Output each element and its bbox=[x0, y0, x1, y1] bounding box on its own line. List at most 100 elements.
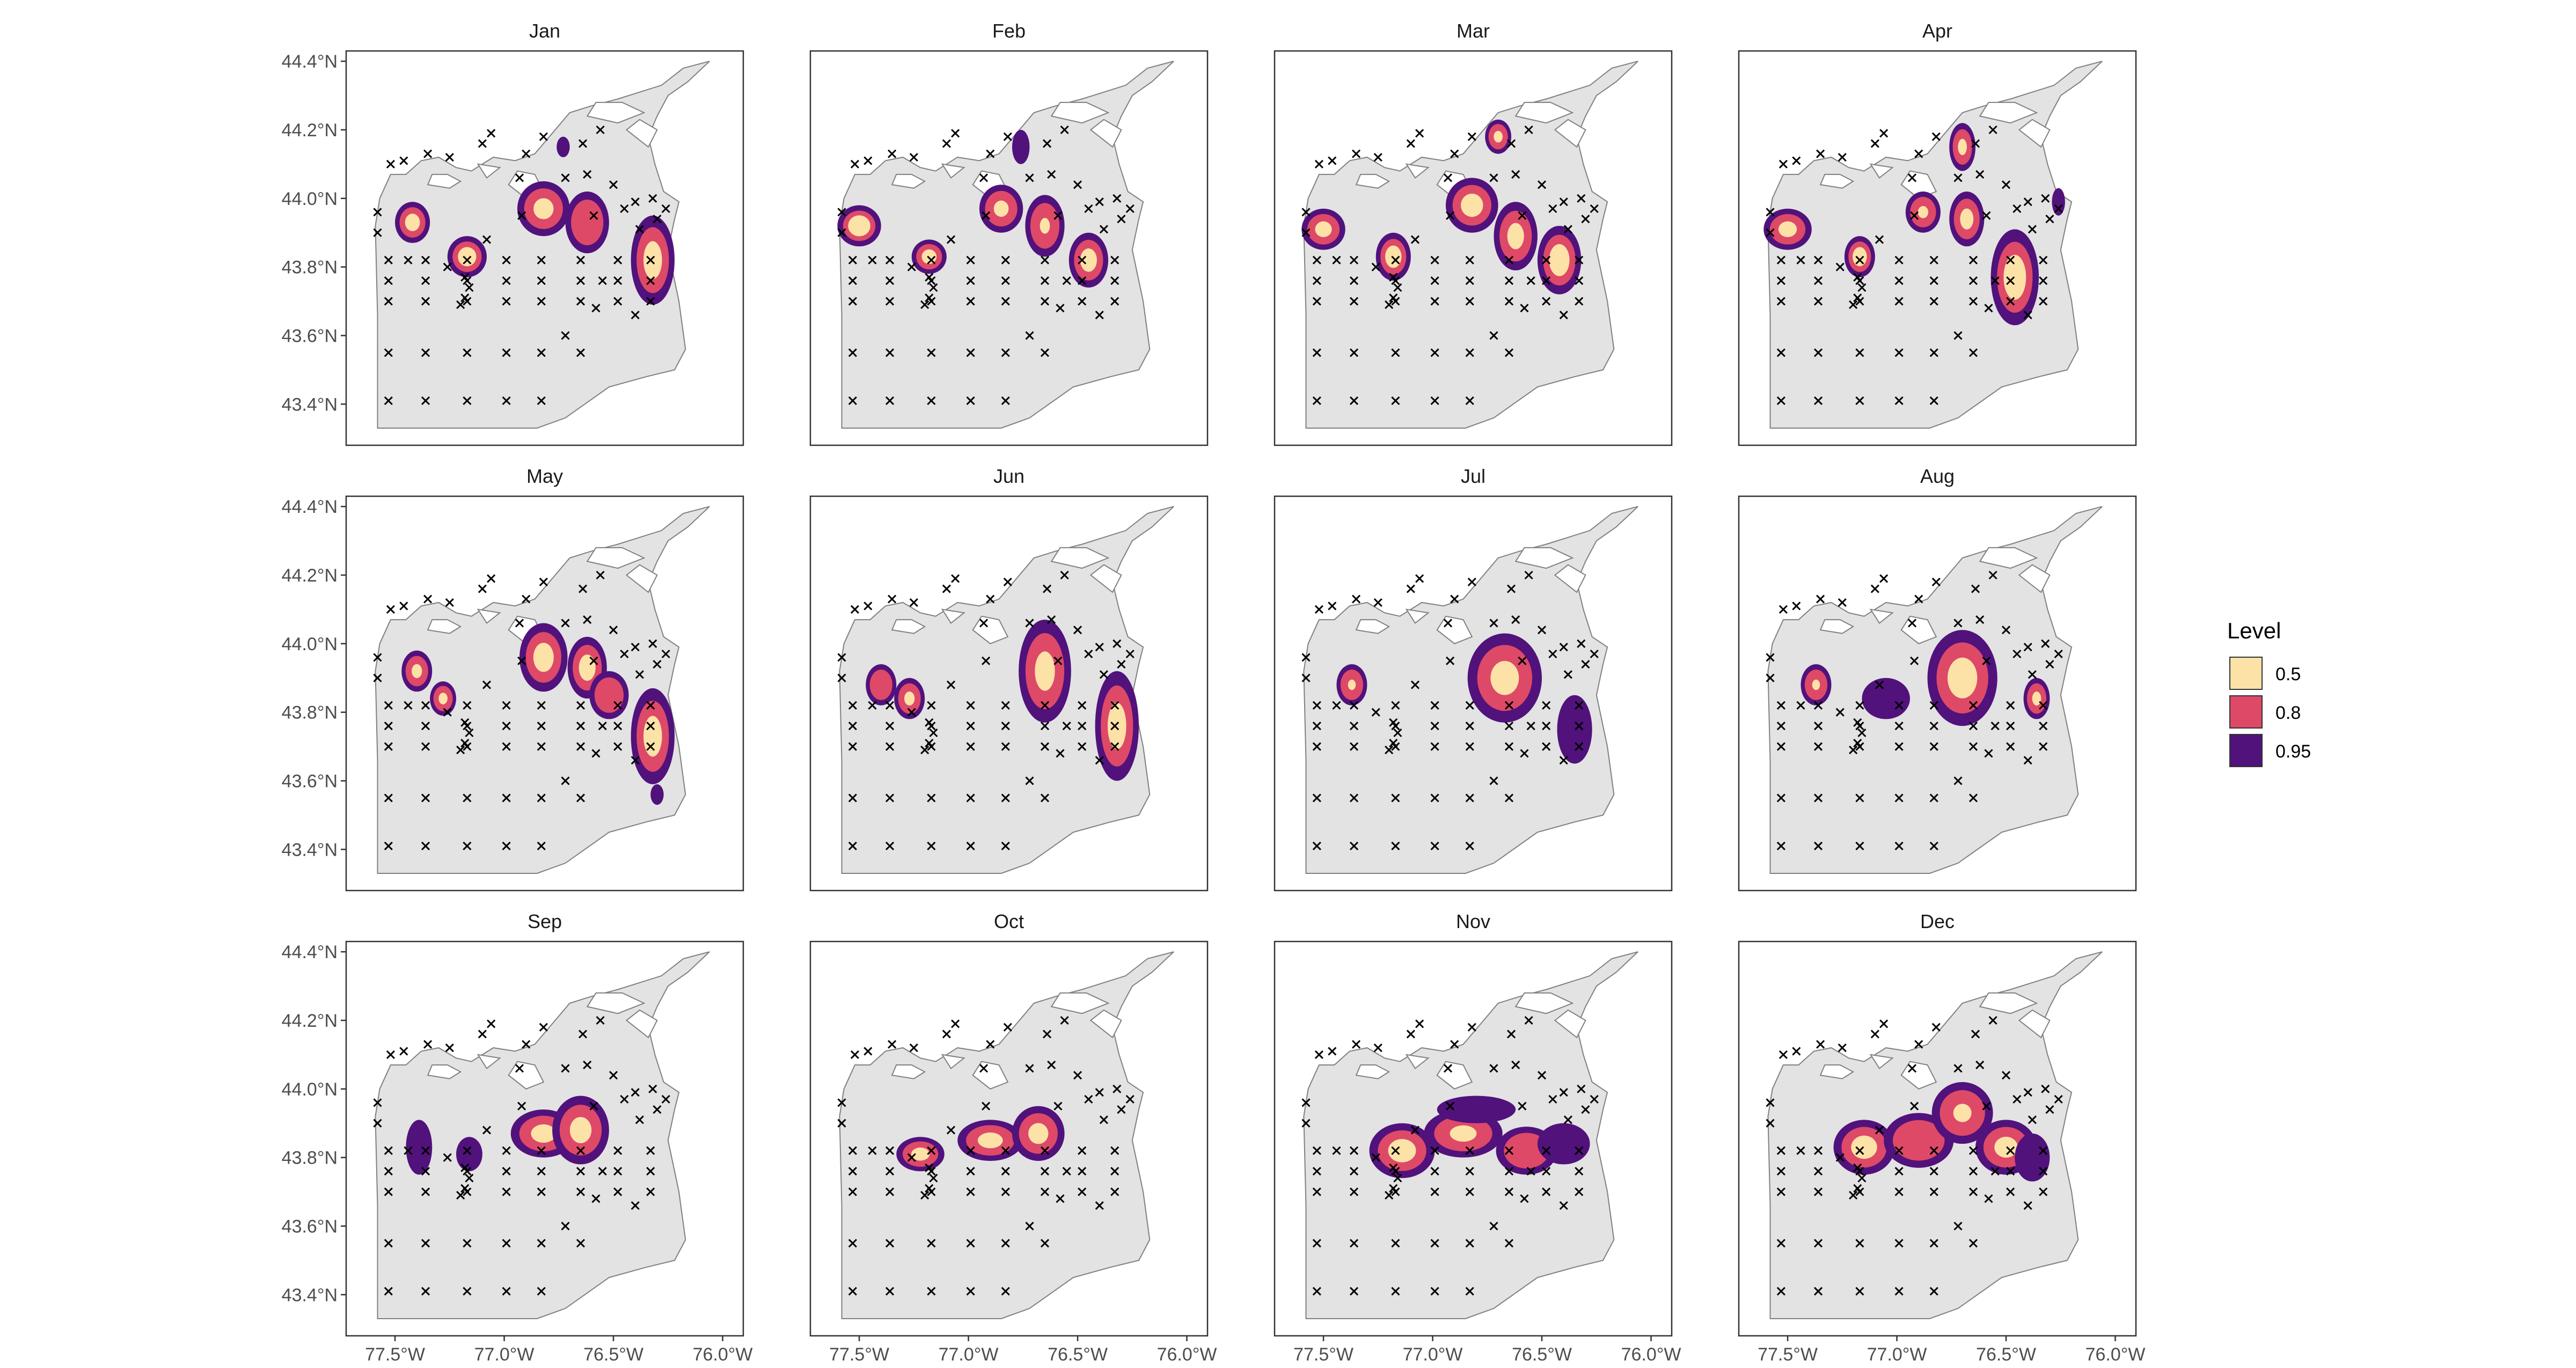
station-marker bbox=[609, 1071, 618, 1080]
contour-050-4 bbox=[643, 241, 662, 280]
station-marker bbox=[966, 1187, 975, 1196]
island-1 bbox=[508, 1061, 545, 1090]
station-marker bbox=[1542, 297, 1551, 306]
x-tick-label: 76.5°W bbox=[583, 1344, 643, 1365]
panel-title: Aug bbox=[1920, 465, 1955, 487]
island-0 bbox=[1819, 619, 1855, 634]
station-marker bbox=[2045, 660, 2054, 669]
station-marker bbox=[1990, 276, 2000, 285]
station-marker bbox=[1835, 708, 1845, 717]
contour-050-4 bbox=[1080, 248, 1097, 272]
station-marker bbox=[589, 656, 598, 665]
station-marker bbox=[443, 708, 452, 717]
station-marker bbox=[502, 1167, 511, 1176]
station-marker bbox=[982, 656, 991, 665]
station-marker bbox=[1575, 722, 1584, 731]
station-marker bbox=[1025, 776, 1034, 785]
station-marker bbox=[1855, 348, 1864, 357]
station-marker bbox=[966, 1286, 975, 1296]
station-marker bbox=[386, 1050, 395, 1059]
station-marker bbox=[1849, 300, 1858, 310]
station-marker bbox=[1875, 680, 1884, 689]
station-marker bbox=[1910, 1101, 1919, 1110]
station-marker bbox=[1095, 643, 1104, 652]
station-marker bbox=[1389, 718, 1398, 727]
station-marker bbox=[1910, 656, 1919, 665]
station-marker bbox=[646, 1146, 655, 1155]
station-marker bbox=[502, 1286, 511, 1296]
station-marker bbox=[2041, 1084, 2050, 1093]
map-area bbox=[373, 61, 710, 429]
stations bbox=[1766, 570, 2063, 850]
station-marker bbox=[1465, 722, 1474, 731]
station-marker bbox=[482, 680, 492, 689]
stations bbox=[373, 1016, 670, 1296]
station-marker bbox=[1110, 1167, 1119, 1176]
station-marker bbox=[942, 1029, 951, 1039]
station-marker bbox=[1489, 331, 1498, 340]
station-marker bbox=[1524, 125, 1533, 135]
station-marker bbox=[1575, 1146, 1584, 1155]
station-marker bbox=[537, 793, 546, 803]
station-marker bbox=[1968, 1167, 1978, 1176]
density-contours bbox=[1801, 630, 2050, 726]
station-marker bbox=[583, 615, 592, 624]
station-marker bbox=[502, 793, 511, 803]
legend-items: 0.5 0.8 0.95 bbox=[2229, 657, 2311, 767]
station-marker bbox=[591, 1194, 601, 1203]
station-marker bbox=[1391, 793, 1400, 803]
station-marker bbox=[1110, 701, 1119, 710]
island-1 bbox=[1900, 1061, 1937, 1090]
station-marker bbox=[1371, 1153, 1380, 1162]
station-marker bbox=[1988, 125, 1997, 135]
island-0 bbox=[1819, 1064, 1855, 1079]
station-marker bbox=[863, 601, 873, 611]
station-marker bbox=[576, 742, 586, 751]
station-marker bbox=[1857, 728, 1867, 738]
station-marker bbox=[885, 1167, 895, 1176]
station-marker bbox=[1504, 276, 1514, 285]
station-marker bbox=[1894, 701, 1904, 710]
station-marker bbox=[1968, 701, 1978, 710]
station-marker bbox=[929, 728, 938, 738]
island-0 bbox=[891, 619, 926, 634]
station-marker bbox=[837, 1098, 846, 1107]
contour-050-0 bbox=[1851, 1135, 1877, 1159]
island-3 bbox=[625, 119, 658, 148]
station-marker bbox=[517, 211, 526, 220]
station-marker bbox=[1391, 255, 1400, 264]
island-4 bbox=[1405, 1054, 1430, 1069]
station-marker bbox=[1542, 722, 1551, 731]
station-marker bbox=[1796, 1146, 1805, 1155]
station-marker bbox=[384, 742, 393, 751]
station-marker bbox=[463, 1146, 472, 1155]
station-marker bbox=[1040, 1239, 1050, 1248]
station-marker bbox=[1813, 348, 1823, 357]
station-marker bbox=[850, 605, 859, 614]
contour-095-1 bbox=[456, 1137, 482, 1172]
station-marker bbox=[1894, 1167, 1904, 1176]
x-tick-label: 76.5°W bbox=[1976, 1344, 2036, 1365]
station-marker bbox=[1590, 1094, 1599, 1104]
station-marker bbox=[1504, 297, 1514, 306]
contour-050-4 bbox=[2003, 254, 2026, 300]
map-area bbox=[837, 951, 1174, 1319]
station-marker bbox=[2023, 311, 2032, 320]
panel-title: Jan bbox=[529, 20, 560, 42]
station-marker bbox=[1301, 653, 1311, 662]
station-marker bbox=[596, 570, 605, 580]
station-marker bbox=[1581, 1105, 1590, 1114]
station-marker bbox=[635, 225, 644, 234]
station-marker bbox=[1110, 255, 1119, 264]
station-marker bbox=[888, 1040, 897, 1049]
station-marker bbox=[421, 255, 430, 264]
station-marker bbox=[1766, 208, 1775, 217]
station-marker bbox=[537, 742, 546, 751]
station-marker bbox=[1813, 1146, 1823, 1155]
station-marker bbox=[1563, 670, 1572, 679]
stations bbox=[1301, 125, 1599, 405]
station-marker bbox=[2006, 722, 2015, 731]
island-2 bbox=[1514, 101, 1574, 124]
station-marker bbox=[888, 594, 897, 604]
map-area bbox=[1766, 951, 2103, 1319]
